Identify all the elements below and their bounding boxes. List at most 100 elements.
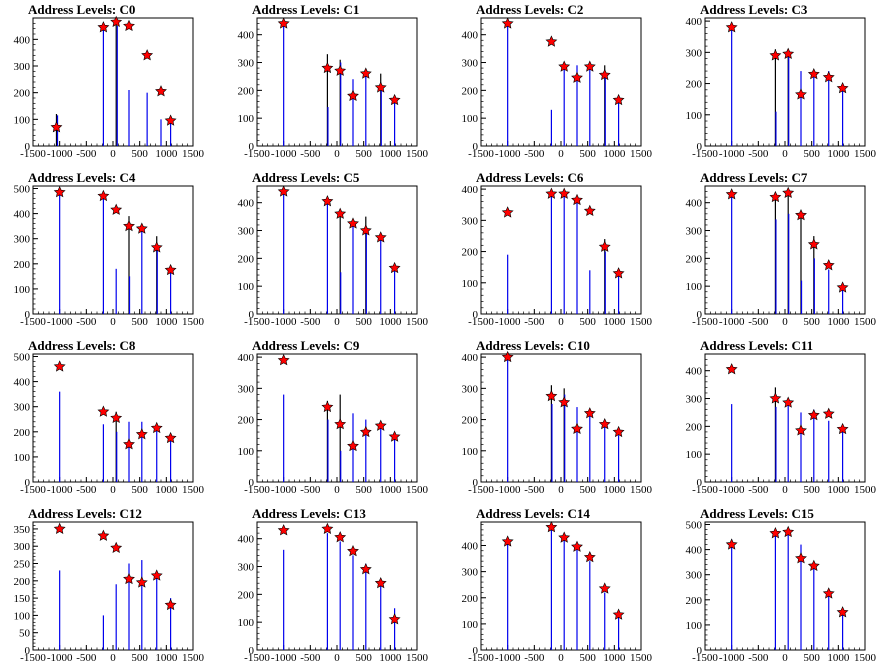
x-tick-label: 0 bbox=[110, 148, 116, 160]
chart-title: Address Levels: C6 bbox=[476, 170, 584, 185]
y-tick-label: 200 bbox=[462, 593, 479, 605]
x-tick-label: 1500 bbox=[406, 652, 429, 664]
star-marker bbox=[164, 114, 177, 126]
chart-svg: Address Levels: C10 0 100 200 300 400 -1500 -10… bbox=[462, 338, 653, 496]
y-tick-label: 400 bbox=[14, 209, 31, 221]
y-tick-label: 400 bbox=[462, 352, 479, 364]
y-tick-label: 100 bbox=[14, 610, 31, 622]
x-tick-label: 500 bbox=[355, 316, 372, 328]
star-marker bbox=[374, 419, 387, 431]
star-marker bbox=[123, 572, 135, 585]
y-tick-label: 300 bbox=[462, 383, 479, 395]
x-tick-label: 1000 bbox=[603, 484, 626, 496]
y-tick-label: 0 bbox=[249, 141, 255, 153]
x-tick-label: 0 bbox=[782, 484, 788, 496]
star-marker bbox=[97, 189, 110, 202]
star-marker bbox=[388, 93, 401, 106]
star-marker bbox=[277, 354, 290, 366]
x-tick-label: 0 bbox=[558, 316, 564, 328]
y-tick-label: 100 bbox=[238, 281, 255, 293]
star-marker bbox=[545, 520, 558, 533]
x-tick-label: 500 bbox=[579, 652, 596, 664]
x-tick-label: 1000 bbox=[827, 148, 850, 160]
y-tick-label: 100 bbox=[686, 281, 703, 293]
x-tick-label: 0 bbox=[110, 316, 116, 328]
star-marker bbox=[836, 422, 849, 435]
star-marker bbox=[836, 281, 849, 293]
star-marker bbox=[135, 428, 148, 440]
star-marker bbox=[795, 552, 807, 564]
star-marker bbox=[807, 238, 820, 250]
x-tick-label: -1500 bbox=[20, 652, 46, 664]
chart-panel: Address Levels: C15 0 100 200 300 400 500 -1500… bbox=[672, 504, 896, 672]
plot-frame bbox=[32, 521, 194, 651]
x-tick-label: -500 bbox=[76, 148, 97, 160]
star-marker bbox=[558, 60, 571, 72]
y-tick-label: 300 bbox=[14, 61, 31, 73]
star-marker bbox=[334, 418, 347, 430]
y-tick-label: 0 bbox=[697, 309, 703, 321]
y-tick-label: 400 bbox=[462, 30, 479, 42]
x-tick-label: 500 bbox=[803, 148, 820, 160]
chart-title: Address Levels: C10 bbox=[476, 338, 590, 353]
x-tick-label: 0 bbox=[558, 484, 564, 496]
y-tick-label: 100 bbox=[14, 114, 31, 126]
x-tick-label: -1500 bbox=[692, 484, 718, 496]
x-tick-label: 1500 bbox=[406, 484, 429, 496]
chart-svg: Address Levels: C2 0 100 200 300 400 -1500 -100… bbox=[462, 2, 653, 160]
x-tick-label: -1000 bbox=[271, 652, 297, 664]
x-tick-label: 0 bbox=[334, 148, 340, 160]
y-tick-label: 0 bbox=[697, 645, 703, 657]
x-tick-label: -1500 bbox=[692, 148, 718, 160]
x-tick-label: -1000 bbox=[495, 316, 521, 328]
x-tick-label: -1500 bbox=[244, 484, 270, 496]
star-marker bbox=[612, 267, 625, 279]
chart-svg: Address Levels: C15 0 100 200 300 400 500 -1500… bbox=[686, 506, 877, 664]
x-tick-label: 1000 bbox=[155, 148, 178, 160]
y-tick-label: 100 bbox=[14, 284, 31, 296]
star-marker bbox=[388, 613, 401, 625]
chart-panel: Address Levels: C5 0 100 200 300 400 -1500 -100… bbox=[224, 168, 448, 336]
y-tick-label: 500 bbox=[14, 184, 31, 196]
y-tick-label: 200 bbox=[462, 415, 479, 427]
x-tick-label: 1500 bbox=[854, 652, 877, 664]
y-tick-label: 0 bbox=[697, 141, 703, 153]
x-tick-label: 1000 bbox=[603, 652, 626, 664]
star-marker bbox=[150, 241, 163, 253]
x-tick-label: -1000 bbox=[719, 652, 745, 664]
star-marker bbox=[583, 407, 596, 419]
star-marker bbox=[769, 190, 782, 203]
star-marker bbox=[110, 411, 123, 424]
x-tick-label: 500 bbox=[803, 484, 820, 496]
x-tick-label: -1000 bbox=[719, 148, 745, 160]
star-marker bbox=[612, 93, 625, 106]
x-tick-label: -500 bbox=[76, 652, 97, 664]
y-tick-label: 400 bbox=[238, 534, 255, 546]
star-marker bbox=[725, 21, 738, 33]
x-tick-label: 500 bbox=[355, 484, 372, 496]
x-tick-label: -1500 bbox=[692, 652, 718, 664]
y-tick-label: 200 bbox=[686, 79, 703, 91]
chart-title: Address Levels: C3 bbox=[700, 2, 808, 17]
x-tick-label: 1000 bbox=[155, 652, 178, 664]
star-marker bbox=[598, 418, 611, 430]
chart-svg: Address Levels: C14 0 100 200 300 400 -1500 -10… bbox=[462, 506, 653, 664]
chart-title: Address Levels: C14 bbox=[476, 506, 590, 521]
y-tick-label: 250 bbox=[14, 559, 31, 571]
chart-panel: Address Levels: C10 0 100 200 300 400 -1500 -10… bbox=[448, 336, 672, 504]
chart-svg: Address Levels: C12 0 50 100 150 200 250 300 350… bbox=[14, 506, 205, 664]
x-tick-label: 0 bbox=[782, 316, 788, 328]
y-tick-label: 300 bbox=[238, 562, 255, 574]
y-tick-label: 0 bbox=[25, 645, 31, 657]
star-marker bbox=[164, 431, 177, 444]
y-tick-label: 200 bbox=[14, 88, 31, 100]
y-tick-label: 200 bbox=[14, 259, 31, 271]
x-tick-label: -1500 bbox=[468, 148, 494, 160]
y-tick-label: 400 bbox=[686, 16, 703, 28]
y-tick-label: 100 bbox=[462, 278, 479, 290]
x-tick-label: 0 bbox=[110, 484, 116, 496]
plot-frame bbox=[256, 185, 418, 315]
y-tick-label: 400 bbox=[14, 377, 31, 389]
plot-frame bbox=[480, 17, 642, 147]
